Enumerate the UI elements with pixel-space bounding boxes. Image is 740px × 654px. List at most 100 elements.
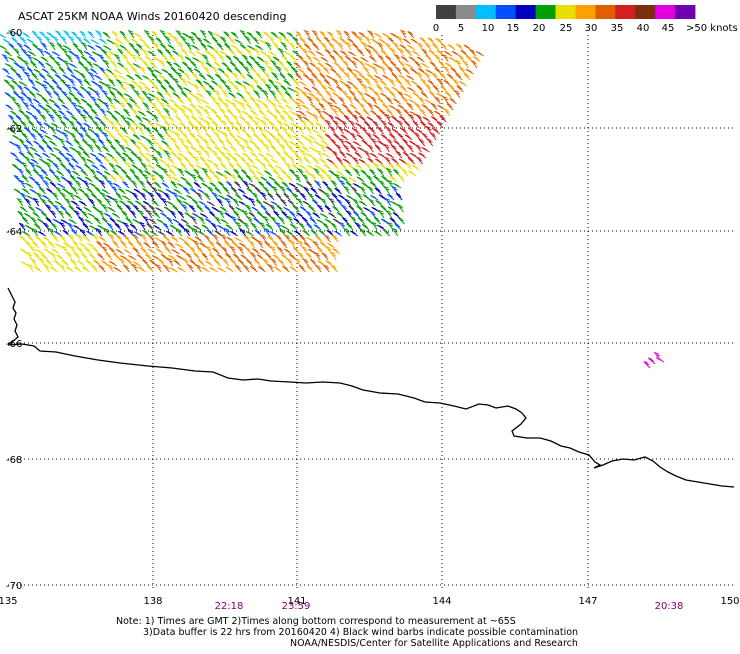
wind-barb-1294 [161, 167, 169, 177]
wind-barb-432 [231, 71, 239, 81]
wind-barb-262 [289, 55, 297, 63]
lat-label-60: -60 [6, 28, 22, 39]
wind-barb-1224 [415, 156, 423, 165]
wind-barb-447 [351, 72, 359, 81]
wind-barb-1779 [183, 227, 191, 237]
wind-barb-1602 [299, 206, 308, 213]
wind-barb-441 [302, 73, 311, 81]
wind-barb-1435 [110, 185, 119, 195]
wind-barb-1687 [213, 215, 221, 225]
wind-barb-1925 [26, 251, 33, 261]
wind-barb-1760 [30, 227, 39, 237]
wind-barb-526 [56, 85, 64, 93]
wind-barb-1908 [205, 245, 213, 255]
wind-barb-1816 [98, 236, 107, 243]
wind-barb-141 [271, 41, 280, 51]
wind-barb-560 [327, 86, 336, 93]
wind-barb-1011 [389, 133, 397, 141]
wind-barb-746 [10, 110, 19, 117]
wind-barb-1883 [319, 241, 328, 249]
wind-barb-760 [123, 108, 131, 117]
wind-barb-80 [228, 36, 235, 45]
wind-barb-629 [420, 91, 429, 99]
wind-barb-1500 [251, 191, 259, 201]
wind-barb-1190 [144, 156, 151, 165]
wind-barb-184 [147, 50, 157, 57]
wind-barb-1634 [168, 209, 177, 219]
wind-barb-1775 [149, 230, 159, 237]
wind-barb-1924 [332, 248, 340, 255]
wind-barb-1640 [217, 209, 225, 219]
wind-barb-833 [262, 116, 271, 123]
wind-barb-325 [317, 62, 326, 69]
wind-barb-878 [187, 121, 196, 129]
wind-barb-1125 [34, 152, 43, 159]
wind-barb-109 [16, 42, 24, 51]
wind-barb-1355 [245, 175, 253, 183]
wind-barb-22 [175, 29, 183, 39]
wind-barb-1053 [297, 140, 306, 147]
wind-barb-280 [433, 53, 441, 63]
wind-barb-933 [193, 125, 201, 135]
wind-barb-160 [424, 42, 432, 51]
wind-barb-1088 [157, 146, 166, 153]
wind-barb-1007 [356, 134, 365, 141]
wind-barb-733 [349, 104, 358, 111]
wind-barb-798 [427, 108, 435, 117]
wind-barb-424 [167, 73, 175, 81]
wind-barb-1901 [147, 248, 156, 255]
wind-barb-573 [432, 85, 440, 93]
wind-barb-1758 [394, 223, 402, 231]
wind-barb-487 [202, 80, 212, 87]
wind-barb-954 [361, 126, 368, 135]
wind-barb-1557 [319, 197, 328, 207]
wind-barb-1455 [271, 185, 279, 195]
wind-barb-291 [45, 62, 54, 69]
wind-barb-1751 [338, 221, 346, 231]
wind-barb-1791 [279, 228, 287, 237]
wind-barb-1373 [389, 175, 397, 183]
wind-barb-1707 [373, 217, 381, 225]
wind-barb-1842 [306, 237, 315, 243]
wind-barb-1457 [286, 187, 294, 195]
wind-barb-238 [97, 53, 105, 63]
wind-barb-1127 [49, 153, 59, 159]
wind-barb-1886 [28, 245, 37, 255]
wind-barb-1150 [234, 152, 243, 159]
wind-barb-128 [167, 44, 176, 51]
wind-barb-897 [340, 119, 348, 129]
wind-barb-36 [286, 32, 295, 39]
wind-barb-1730 [169, 224, 178, 231]
wind-barb-752 [58, 110, 67, 117]
wind-barb-221 [443, 50, 453, 57]
wind-barb-418 [118, 75, 127, 81]
wind-barb-163 [447, 44, 456, 51]
wind-barb-27 [213, 33, 223, 39]
wind-barb-1046 [241, 137, 250, 147]
wind-barb-1160 [315, 149, 323, 159]
wind-barb-1300 [208, 169, 217, 177]
wind-barb-1789 [263, 227, 271, 237]
wind-barb-1491 [178, 195, 187, 201]
wind-barb-1685 [197, 215, 205, 225]
wind-barb-1405 [258, 181, 266, 189]
wind-barb-920 [87, 128, 96, 135]
wind-barb-1790 [269, 231, 279, 237]
wind-barb-350 [41, 68, 50, 75]
wind-barb-1848 [40, 240, 48, 249]
wind-barb-1106 [301, 146, 310, 153]
wind-barb-1074 [46, 145, 54, 153]
wind-barb-1666 [45, 217, 53, 225]
wind-barb-1750 [330, 222, 338, 231]
wind-barb-401 [450, 67, 458, 75]
wind-barb-1973 [93, 260, 102, 267]
wind-barb-226 [1, 53, 9, 63]
wind-barb-1207 [279, 155, 287, 165]
wind-barb-0 [0, 33, 7, 39]
wind-barb-1252 [228, 163, 236, 171]
wind-barb-1002 [316, 134, 325, 141]
wind-barb-1133 [98, 152, 107, 159]
wind-barb-1129 [66, 152, 75, 159]
wind-barb-1684 [189, 215, 198, 225]
wind-barb-1399 [209, 182, 218, 189]
